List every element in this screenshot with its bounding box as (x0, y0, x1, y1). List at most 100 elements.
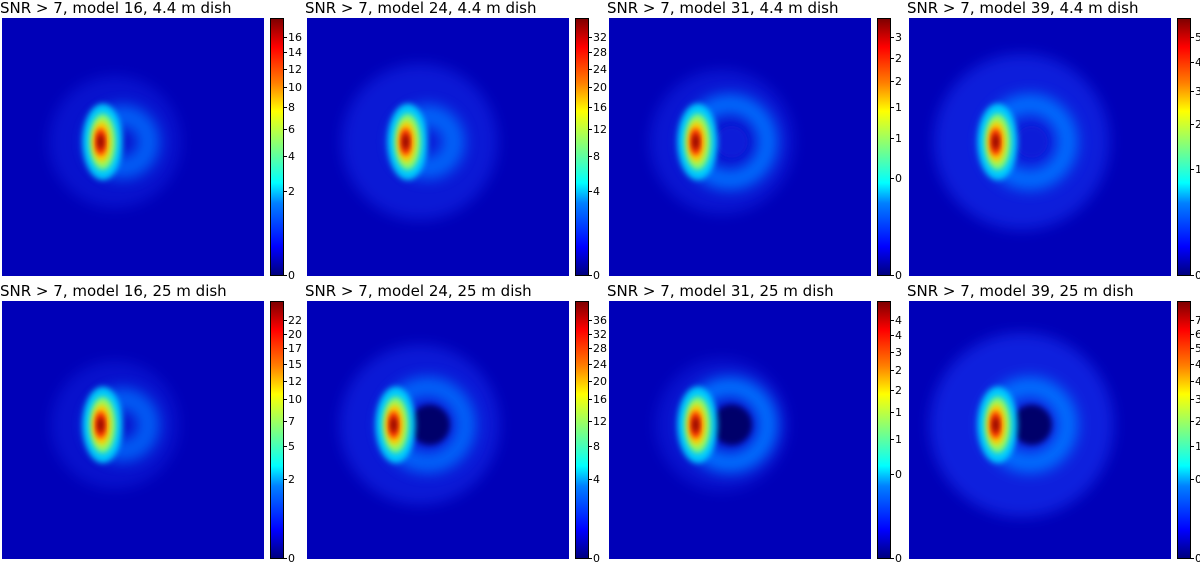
panel-title: SNR > 7, model 16, 25 m dish (0, 282, 227, 300)
colorbar-gradient (877, 18, 891, 276)
colorbar-gradient (575, 18, 589, 276)
colorbar-gradient (270, 18, 284, 276)
colorbar-tick-label: 1 (1190, 439, 1200, 453)
colorbar-tick-label: 2 (283, 472, 295, 486)
colorbar-tick-label: 4 (588, 472, 600, 486)
colorbar-tick-label: 16 (588, 100, 607, 114)
colorbar-tick-label: 14 (283, 46, 302, 60)
colorbar-tick-label: 20 (588, 374, 607, 388)
shadow-hole (1011, 404, 1052, 445)
colorbar-tick-label: 0 (283, 552, 295, 565)
colorbar-tick-label: 4 (1190, 357, 1200, 371)
colorbar-tick-label: 16 (588, 393, 607, 407)
colorbar-tick-label: 4 (890, 314, 902, 327)
map-image (2, 301, 264, 559)
colorbar-tick-label: 22 (283, 314, 302, 327)
colorbar-tick-label: 3 (1190, 84, 1200, 98)
colorbar: 0 1 2 3 4 5 (1177, 18, 1200, 281)
map-image (307, 301, 569, 559)
colorbar-tick-label: 4 (588, 184, 600, 198)
colorbar-tick-label: 0 (1190, 269, 1200, 282)
panel-title: SNR > 7, model 24, 4.4 m dish (305, 0, 537, 17)
panel-title: SNR > 7, model 39, 4.4 m dish (907, 0, 1139, 17)
map-image (909, 18, 1171, 276)
colorbar-tick-label: 24 (588, 62, 607, 76)
colorbar-gradient (877, 301, 891, 559)
colorbar-tick-label: 1 (890, 433, 902, 446)
colorbar-tick-label: 6 (1190, 327, 1200, 341)
colorbar-tick-label: 2 (1190, 414, 1200, 428)
colorbar-gradient (1177, 18, 1191, 276)
colorbar-tick-label: 16 (283, 31, 302, 44)
colorbar-tick-label: 3 (890, 31, 902, 44)
colorbar-tick-label: 6 (283, 123, 295, 137)
colorbar-tick-label: 5 (283, 439, 295, 453)
colorbar-tick-label: 12 (588, 123, 607, 137)
panel-p1: SNR > 7, model 16, 4.4 m dish 0 2 4 6 8 10 12 14… (0, 0, 302, 281)
crescent-layer (402, 133, 409, 150)
colorbar-tick-label: 0 (890, 552, 902, 565)
colorbar-tick-label: 15 (283, 357, 302, 371)
colorbar-tick-label: 0 (588, 552, 600, 565)
colorbar-tick-label: 1 (1190, 162, 1200, 176)
panel-title: SNR > 7, model 24, 25 m dish (305, 282, 532, 300)
colorbar-tick-label: 12 (283, 374, 302, 388)
intensity-map (909, 18, 1171, 276)
colorbar-gradient (270, 301, 284, 559)
colorbar-tick-label: 0 (283, 269, 295, 282)
map-image (609, 18, 871, 276)
colorbar-tick-label: 10 (283, 80, 302, 94)
colorbar-tick-label: 1 (890, 131, 902, 145)
colorbar-tick-label: 4 (1190, 56, 1200, 70)
shadow-hole (409, 404, 450, 445)
colorbar-tick-label: 0 (1190, 472, 1200, 486)
colorbar-tick-label: 0 (890, 171, 902, 185)
colorbar-tick-label: 4 (1190, 374, 1200, 388)
colorbar-gradient (575, 301, 589, 559)
colorbar-tick-label: 4 (283, 150, 295, 163)
colorbar: 0 0 1 1 2 2 3 4 4 (877, 301, 907, 564)
panel-title: SNR > 7, model 39, 25 m dish (907, 282, 1134, 300)
crescent-layer (390, 416, 397, 433)
colorbar-tick-label: 7 (1190, 314, 1200, 327)
colorbar-tick-label: 0 (1190, 552, 1200, 565)
colorbar-tick-label: 1 (890, 406, 902, 420)
map-image (609, 301, 871, 559)
colorbar-tick-label: 2 (890, 383, 902, 397)
colorbar-tick-label: 8 (283, 100, 295, 114)
colorbar-tick-label: 3 (1190, 393, 1200, 407)
colorbar-tick-label: 5 (1190, 31, 1200, 44)
panel-title: SNR > 7, model 31, 25 m dish (607, 282, 834, 300)
colorbar-tick-label: 0 (890, 467, 902, 481)
panel-p8: SNR > 7, model 39, 25 m dish 0 0 1 2 3 4 4 5 6 7 (907, 282, 1200, 565)
colorbar-tick-label: 3 (890, 345, 902, 359)
crescent-layer (992, 416, 999, 433)
colorbar-tick-label: 8 (588, 439, 600, 453)
colorbar: 0 0 1 1 2 2 3 (877, 18, 907, 281)
intensity-map (2, 18, 264, 276)
colorbar-tick-label: 2 (890, 363, 902, 377)
colorbar-tick-label: 17 (283, 342, 302, 356)
intensity-map (909, 301, 1171, 559)
shadow-hole (715, 125, 748, 158)
colorbar-tick-label: 28 (588, 46, 607, 60)
intensity-map (307, 301, 569, 559)
colorbar-tick-label: 2 (890, 74, 902, 88)
colorbar-tick-label: 12 (283, 62, 302, 76)
colorbar-tick-label: 28 (588, 342, 607, 356)
shadow-hole (1015, 125, 1048, 158)
colorbar-tick-label: 2 (1190, 118, 1200, 132)
colorbar-tick-label: 1 (890, 100, 902, 114)
panel-p7: SNR > 7, model 31, 25 m dish 0 0 1 1 2 2 3 4 4 (607, 282, 902, 565)
colorbar-tick-label: 32 (588, 31, 607, 44)
colorbar-tick-label: 24 (588, 357, 607, 371)
colorbar-tick-label: 0 (890, 269, 902, 282)
panel-title: SNR > 7, model 16, 4.4 m dish (0, 0, 232, 17)
colorbar: 0 2 4 6 8 10 12 14 16 (270, 18, 302, 281)
colorbar-tick-label: 20 (588, 80, 607, 94)
shadow-hole (711, 404, 752, 445)
colorbar-tick-label: 36 (588, 314, 607, 327)
colorbar: 0 2 5 7 10 12 15 17 20 22 (270, 301, 302, 564)
map-image (909, 301, 1171, 559)
